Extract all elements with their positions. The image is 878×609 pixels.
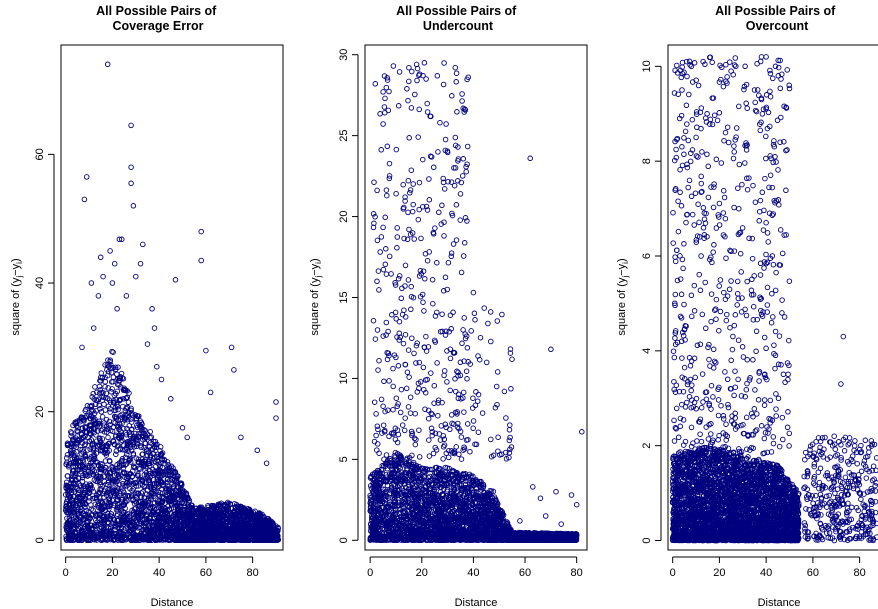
x-tick-label: 60 [200, 567, 212, 579]
data-point [79, 344, 85, 351]
y-tick-label: 60 [34, 148, 46, 160]
data-point [100, 273, 106, 280]
x-axis-label: Distance [151, 597, 194, 609]
data-point [273, 399, 279, 405]
data-point [107, 248, 113, 254]
x-tick-label: 0 [63, 567, 69, 579]
dense-point [146, 479, 152, 486]
title-line-2: Coverage Error [112, 19, 203, 33]
data-point [130, 203, 137, 209]
data-point [158, 376, 165, 383]
dense-point [128, 419, 135, 425]
dense-point [114, 371, 120, 378]
dense-point [113, 451, 119, 458]
dense-point [111, 392, 118, 399]
data-point [238, 434, 244, 441]
x-tick-label: 40 [153, 567, 165, 579]
chart-title: All Possible Pairs of Coverage Error [96, 4, 220, 33]
dense-point [109, 386, 115, 392]
ylabel-mid: −y [10, 263, 22, 275]
x-tick-label: 20 [106, 567, 118, 579]
dense-point [110, 419, 117, 425]
data-point [151, 325, 158, 331]
data-point [263, 460, 270, 466]
data-point [95, 293, 102, 299]
dense-point [98, 370, 105, 376]
dense-point [64, 473, 71, 479]
data-point [137, 260, 144, 267]
data-point [179, 425, 186, 431]
data-point [114, 306, 120, 312]
data-point [109, 280, 116, 286]
dense-point [123, 461, 130, 467]
title-line-1: All Possible Pairs of [396, 4, 517, 18]
data-point [90, 325, 97, 331]
dense-point [101, 401, 107, 408]
dense-point [122, 462, 128, 468]
chart-title: All Possible Pairs of Undercount [396, 4, 520, 33]
ylabel-suffix: ) [10, 258, 22, 262]
title-line-1: All Possible Pairs of [96, 4, 217, 18]
y-axis-label: square of (yj−yi) [10, 258, 24, 335]
x-axis: 0 20 40 60 80 [63, 556, 259, 579]
ylabel-prefix: square of (y [10, 277, 22, 336]
data-point [133, 273, 139, 280]
dense-point [147, 428, 153, 435]
data-point [168, 396, 174, 402]
data-point [81, 196, 88, 203]
data-point [144, 341, 151, 347]
plot-box [60, 44, 284, 551]
points [367, 60, 585, 544]
panel-undercount: All Possible Pairs of Undercount 0 20 40 60… [309, 4, 588, 609]
dense-point [121, 425, 127, 432]
data-point [184, 434, 190, 441]
data-point [111, 260, 118, 267]
data-point [231, 367, 237, 373]
data-point [203, 347, 209, 354]
data-point [149, 306, 155, 312]
data-point [273, 415, 279, 421]
data-point [154, 363, 160, 370]
dense-point [82, 408, 88, 414]
data-point [140, 241, 146, 248]
data-point [97, 254, 104, 261]
dense-point [92, 384, 98, 390]
data-point [128, 164, 134, 170]
data-point [254, 447, 261, 454]
dense-point [63, 455, 70, 461]
data-point [228, 344, 235, 351]
points [62, 61, 282, 544]
y-tick-label: 40 [34, 277, 46, 289]
dense-point [105, 434, 111, 441]
dense-point [99, 414, 106, 420]
dense-point [108, 369, 115, 376]
y-tick-label: 0 [34, 537, 46, 543]
y-tick-label: 20 [34, 406, 46, 418]
data-point [88, 280, 95, 286]
x-tick-label: 80 [246, 567, 258, 579]
title-line-2: Undercount [423, 19, 494, 33]
data-point [207, 389, 214, 396]
data-point [104, 61, 111, 68]
data-point [198, 257, 204, 264]
data-point [83, 174, 90, 180]
panel-coverage-error: All Possible Pairs of Coverage Error 0 20… [10, 4, 284, 609]
data-point [123, 293, 130, 299]
y-axis: 0 20 40 60 [34, 148, 55, 543]
data-point [128, 122, 134, 129]
data-point [198, 228, 204, 235]
data-point [172, 277, 179, 283]
data-point [128, 180, 134, 187]
dense-point [73, 449, 80, 455]
